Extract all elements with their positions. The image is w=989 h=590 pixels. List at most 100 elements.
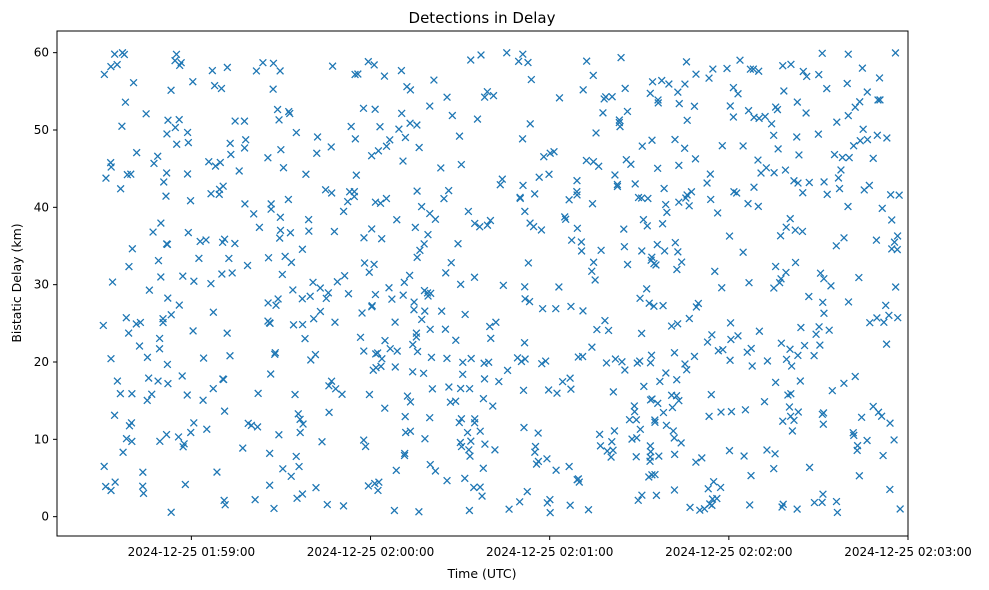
data-point <box>499 281 508 290</box>
y-tick-label: 30 <box>34 278 49 292</box>
data-point <box>188 77 197 86</box>
data-point <box>162 430 171 439</box>
data-point <box>269 59 278 68</box>
data-point <box>496 180 505 189</box>
data-point <box>473 115 482 123</box>
data-point <box>249 210 258 218</box>
data-point <box>240 144 249 152</box>
data-point <box>755 114 763 123</box>
data-point <box>219 375 228 384</box>
data-point <box>755 327 764 336</box>
data-point <box>485 322 494 331</box>
data-point <box>127 437 136 446</box>
data-point <box>820 178 828 186</box>
data-point <box>159 314 167 323</box>
data-point <box>489 91 498 100</box>
data-point <box>163 130 171 138</box>
data-point <box>541 357 550 365</box>
data-point <box>321 185 330 194</box>
data-point <box>652 491 661 500</box>
data-point <box>153 152 162 161</box>
data-point <box>856 136 865 145</box>
data-point <box>327 143 336 151</box>
data-point <box>537 226 546 234</box>
data-point <box>653 240 662 249</box>
data-point <box>668 403 677 412</box>
data-point <box>690 102 699 111</box>
data-point <box>574 475 583 483</box>
data-point <box>535 173 544 182</box>
data-point <box>371 290 380 299</box>
data-point <box>604 326 613 335</box>
data-point <box>186 428 195 437</box>
data-point <box>325 381 333 390</box>
data-point <box>154 377 162 385</box>
data-point <box>694 299 703 308</box>
data-point <box>375 478 383 487</box>
data-point <box>682 365 691 374</box>
data-point <box>832 241 841 250</box>
data-point <box>670 434 679 442</box>
data-point <box>876 96 884 104</box>
data-point <box>818 49 827 58</box>
data-point <box>323 500 332 509</box>
data-point <box>718 141 727 150</box>
data-point <box>445 383 453 391</box>
data-point <box>795 151 803 159</box>
data-point <box>744 106 753 115</box>
data-point <box>443 354 451 363</box>
data-point <box>830 150 839 159</box>
data-point <box>273 105 282 114</box>
data-point <box>228 269 237 277</box>
data-point <box>710 267 719 276</box>
data-point <box>189 327 197 335</box>
data-point <box>521 355 529 363</box>
data-point <box>893 232 902 240</box>
data-point <box>832 497 841 506</box>
data-point <box>183 128 192 137</box>
data-point <box>739 248 747 257</box>
data-point <box>872 236 881 245</box>
data-point <box>264 253 273 262</box>
data-point <box>287 472 296 481</box>
data-point <box>125 262 133 271</box>
data-point <box>524 58 532 67</box>
data-point <box>518 135 527 143</box>
data-point <box>873 314 881 322</box>
data-point <box>309 314 318 323</box>
data-point <box>477 51 485 59</box>
data-point <box>338 390 346 399</box>
chart-title: Detections in Delay <box>409 9 556 27</box>
data-point <box>754 202 763 211</box>
data-point <box>582 156 591 165</box>
data-points <box>99 48 905 517</box>
data-point <box>651 418 659 427</box>
data-point <box>480 93 489 101</box>
x-tick-label: 2024-12-25 02:02:00 <box>665 545 792 559</box>
data-point <box>659 301 667 310</box>
data-point <box>343 197 352 206</box>
data-point <box>729 113 738 121</box>
data-point <box>287 258 296 267</box>
data-point <box>253 423 262 431</box>
data-point <box>207 279 215 288</box>
data-point <box>207 189 215 198</box>
data-point <box>354 70 362 78</box>
data-point <box>519 386 528 395</box>
data-point <box>736 56 744 65</box>
y-tick-label: 50 <box>34 123 49 137</box>
data-point <box>316 284 325 292</box>
data-point <box>600 95 609 103</box>
data-point <box>520 423 528 432</box>
data-point <box>254 389 263 398</box>
data-point <box>406 427 415 436</box>
data-point <box>636 294 644 303</box>
data-point <box>316 307 325 316</box>
data-point <box>107 62 115 71</box>
data-point <box>213 468 221 476</box>
data-point <box>844 111 853 120</box>
data-point <box>730 187 738 196</box>
data-point <box>782 355 791 364</box>
data-point <box>292 452 301 461</box>
data-point <box>750 183 758 192</box>
